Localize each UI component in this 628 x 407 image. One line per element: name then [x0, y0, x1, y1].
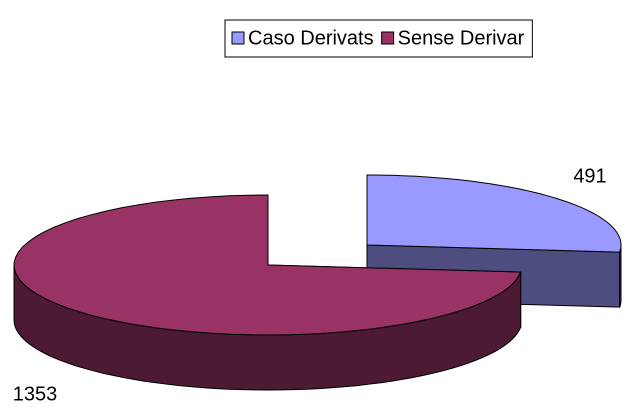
legend-swatch	[381, 31, 395, 45]
pie: 491 1353	[13, 165, 622, 405]
legend-box	[224, 19, 533, 58]
slice	[13, 194, 522, 336]
slice	[366, 174, 622, 253]
data-label: 1353	[13, 383, 58, 405]
data-label: 491	[573, 165, 606, 187]
legend-swatch	[231, 31, 245, 45]
legend: Caso Derivats Sense Derivar	[224, 19, 533, 58]
legend-label: Caso Derivats	[248, 27, 374, 49]
slice-rim	[619, 245, 622, 308]
legend-label: Sense Derivar	[398, 27, 525, 49]
